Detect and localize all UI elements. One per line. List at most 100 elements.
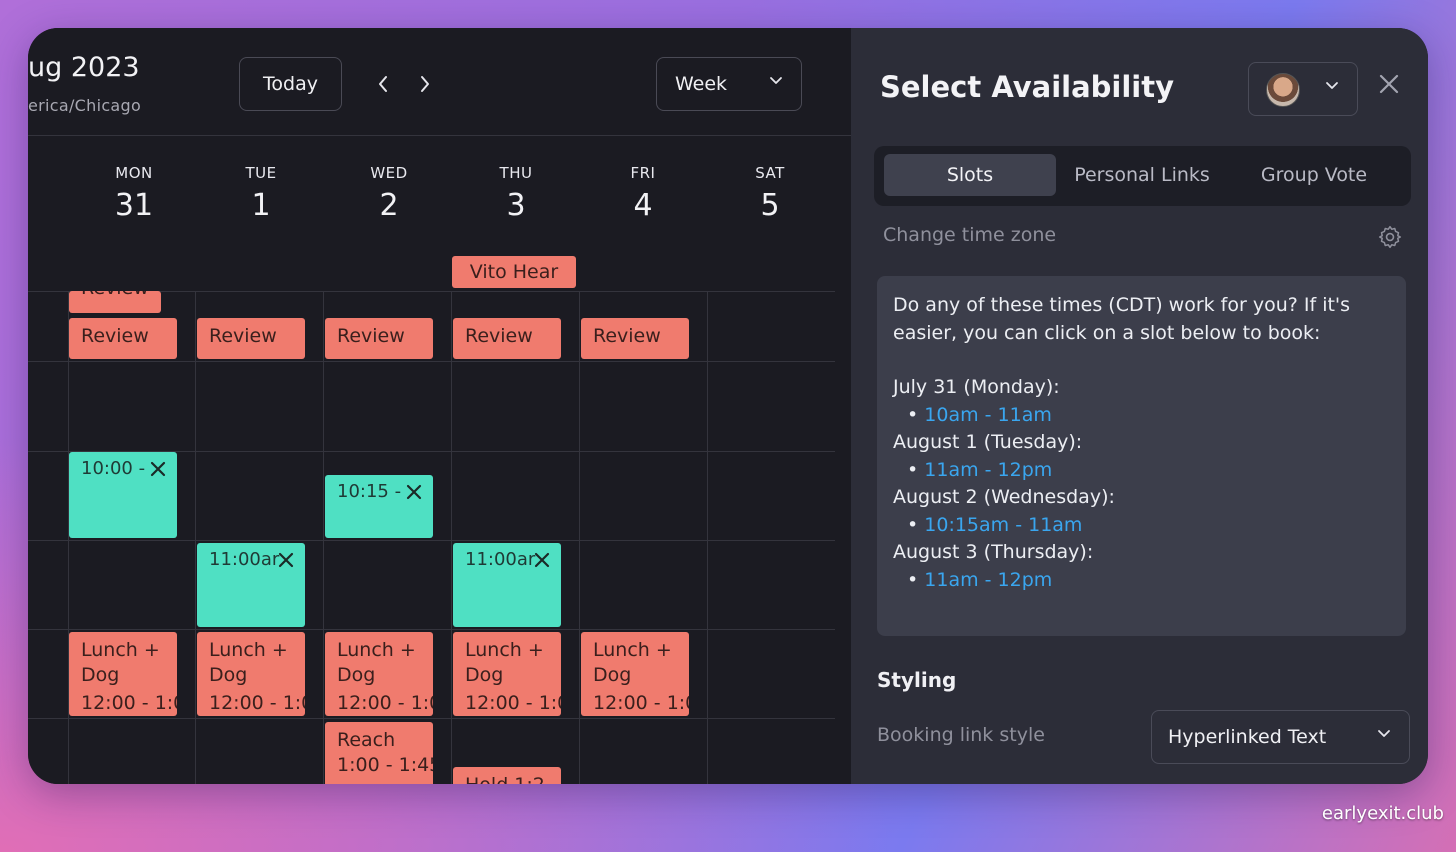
calendar-event[interactable]: Hold 1:2 [453,767,561,784]
day-header-mon[interactable]: MON 31 [70,164,198,223]
close-icon [534,552,550,568]
event-title: Review [209,325,277,347]
next-week-button[interactable] [412,70,438,98]
chevron-down-icon [1326,82,1338,89]
message-intro: Do any of these times (CDT) work for you… [893,294,1351,344]
day-divider [707,291,708,784]
close-icon [150,461,166,477]
calendar-view: ug 2023 erica/Chicago Today Week MON 31 … [28,28,851,784]
prev-week-button[interactable] [370,70,396,98]
slot-time: 10:00 - [81,458,146,479]
slot-link[interactable]: 10:15am - 11am [924,513,1083,536]
event-title: Reach [337,729,396,751]
tab-group-vote[interactable]: Group Vote [1260,164,1368,186]
calendar-event[interactable]: Reach 1:00 - 1:45 [325,722,433,784]
availability-slot[interactable]: 10:15 - [325,475,433,538]
gear-icon[interactable] [1377,224,1403,250]
all-day-event[interactable]: Vito Hear [452,256,576,288]
day-divider [195,291,196,784]
event-title: Lunch + [593,639,672,661]
close-icon [278,552,294,568]
timezone-label: erica/Chicago [28,96,142,115]
event-title: Hold 1:2 [465,773,549,784]
calendar-event[interactable]: Review [197,318,305,359]
week-grid[interactable]: Review Review Review Review Review Revie… [28,291,835,784]
day-number: 3 [506,188,526,223]
day-header-thu[interactable]: THU 3 [452,164,580,223]
availability-slot[interactable]: 11:00ar [197,543,305,627]
hour-divider [28,291,835,292]
day-divider [579,291,580,784]
availability-slot[interactable]: 10:00 - [69,452,177,538]
mode-tabs: Slots Personal Links Group Vote [874,146,1411,206]
day-name: FRI [630,164,656,182]
calendar-event[interactable]: Lunch + Dog 12:00 - 1:0 [581,632,689,716]
calendar-event[interactable]: Review [69,318,177,359]
event-time: 12:00 - 1:0 [81,692,177,714]
availability-message[interactable]: Do any of these times (CDT) work for you… [877,276,1406,636]
message-day-label: August 3 (Thursday): [893,541,1094,563]
event-time: 1:00 - 1:45 [337,754,433,776]
calendar-event[interactable]: Review [453,318,561,359]
today-button[interactable]: Today [239,57,342,111]
account-select[interactable] [1248,62,1358,116]
slot-link[interactable]: 11am - 12pm [924,458,1053,481]
change-time-zone-link[interactable]: Change time zone [883,224,1057,246]
calendar-event[interactable]: Review [325,318,433,359]
day-number: 31 [114,188,154,223]
slot-time: 10:15 - [337,481,402,502]
message-slot-item: • 10am - 11am [893,402,1390,430]
month-title: ug 2023 [28,52,140,83]
remove-slot-button[interactable] [149,460,167,478]
day-name: TUE [245,164,277,182]
calendar-event[interactable]: Lunch + Dog 12:00 - 1:0 [325,632,433,716]
event-title: Review [593,325,661,347]
hour-divider [28,361,835,362]
day-header-wed[interactable]: WED 2 [325,164,453,223]
event-title: Lunch + [209,639,288,661]
calendar-header: ug 2023 erica/Chicago Today Week [28,28,851,136]
day-name: SAT [755,164,785,182]
slot-time: 11:00ar [465,549,536,570]
calendar-event[interactable]: Lunch + Dog 12:00 - 1:0 [69,632,177,716]
event-title: Review [81,291,149,301]
chevron-down-icon [1378,730,1390,737]
close-icon[interactable] [1377,72,1401,96]
remove-slot-button[interactable] [277,551,295,569]
message-day-label: August 2 (Wednesday): [893,486,1115,508]
booking-link-style-select[interactable]: Hyperlinked Text [1151,710,1410,764]
view-select[interactable]: Week [656,57,802,111]
calendar-event[interactable]: Review [581,318,689,359]
message-day-label: August 1 (Tuesday): [893,431,1083,453]
calendar-event[interactable]: Lunch + Dog 12:00 - 1:0 [197,632,305,716]
avatar [1266,73,1300,107]
calendar-event[interactable]: Review [69,291,161,313]
app-window: ug 2023 erica/Chicago Today Week MON 31 … [28,28,1428,784]
calendar-event[interactable]: Lunch + Dog 12:00 - 1:0 [453,632,561,716]
event-title: Dog [209,664,248,686]
event-title: Review [465,325,533,347]
chevron-left-icon [379,76,387,92]
day-divider [68,291,69,784]
remove-slot-button[interactable] [405,483,423,501]
day-number: 2 [379,188,399,223]
event-time: 12:00 - 1:0 [593,692,689,714]
event-title: Review [337,325,405,347]
tab-personal-links[interactable]: Personal Links [1074,164,1210,186]
event-title: Dog [465,664,504,686]
booking-link-style-label: Booking link style [877,724,1045,746]
remove-slot-button[interactable] [533,551,551,569]
day-header-sat[interactable]: SAT 5 [706,164,834,223]
bullet: • [907,513,919,536]
day-name: THU [499,164,533,182]
day-header-fri[interactable]: FRI 4 [579,164,707,223]
tab-slots[interactable]: Slots [884,154,1056,196]
event-title: Dog [81,664,120,686]
slot-link[interactable]: 11am - 12pm [924,568,1053,591]
availability-slot[interactable]: 11:00ar [453,543,561,627]
booking-link-style-value: Hyperlinked Text [1168,726,1327,748]
day-divider [323,291,324,784]
watermark: earlyexit.club [1321,803,1444,824]
slot-link[interactable]: 10am - 11am [924,403,1052,426]
day-header-tue[interactable]: TUE 1 [197,164,325,223]
